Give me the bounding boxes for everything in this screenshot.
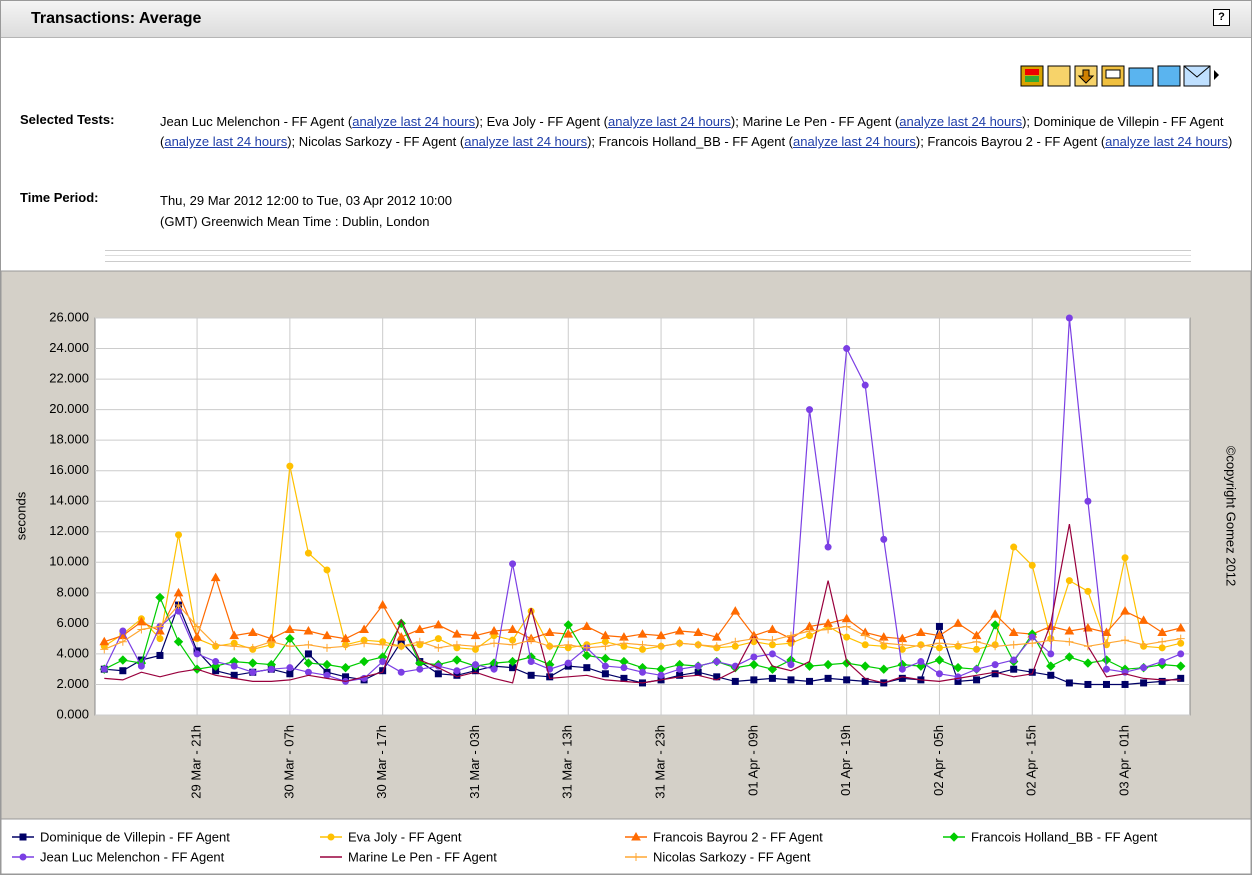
test-suffix: ); <box>730 114 743 129</box>
test-suffix: ); <box>587 134 599 149</box>
test-suffix: ); <box>287 134 299 149</box>
period-label: Time Period: <box>20 190 99 205</box>
test-name: Francois Bayrou 2 - FF Agent ( <box>927 134 1106 149</box>
header: Transactions: Average ? <box>1 1 1251 38</box>
period-line: Thu, 29 Mar 2012 12:00 to Tue, 03 Apr 20… <box>160 193 452 208</box>
test-suffix: ) <box>1228 134 1233 149</box>
test-suffix: ); <box>1022 114 1034 129</box>
test-name: Jean Luc Melenchon - FF Agent ( <box>160 114 353 129</box>
test-name: Eva Joly - FF Agent ( <box>486 114 609 129</box>
toolbar[interactable] <box>1020 65 1219 87</box>
test-name: Francois Holland_BB - FF Agent ( <box>598 134 793 149</box>
analyze-link[interactable]: analyze last 24 hours <box>464 134 588 149</box>
analyze-link[interactable]: analyze last 24 hours <box>793 134 916 149</box>
tests-list: Jean Luc Melenchon - FF Agent (analyze l… <box>160 112 1238 152</box>
analyze-link[interactable]: analyze last 24 hours <box>899 114 1023 129</box>
period-line: (GMT) Greenwich Mean Time : Dublin, Lond… <box>160 214 430 229</box>
test-suffix: ); <box>475 114 487 129</box>
title: Transactions: Average <box>31 10 202 27</box>
tests-label: Selected Tests: <box>20 112 115 127</box>
analyze-link[interactable]: analyze last 24 hours <box>164 134 288 149</box>
period: Thu, 29 Mar 2012 12:00 to Tue, 03 Apr 20… <box>160 190 452 232</box>
separator <box>105 250 1191 262</box>
test-name: Nicolas Sarkozy - FF Agent ( <box>298 134 465 149</box>
test-name: Dominique de Villepin - FF Agent ( <box>160 114 1224 149</box>
analyze-link[interactable]: analyze last 24 hours <box>608 114 731 129</box>
analyze-link[interactable]: analyze last 24 hours <box>1105 134 1229 149</box>
test-name: Marine Le Pen - FF Agent ( <box>742 114 900 129</box>
analyze-link[interactable]: analyze last 24 hours <box>352 114 476 129</box>
help-button[interactable]: ? <box>1213 9 1230 26</box>
test-suffix: ); <box>915 134 928 149</box>
